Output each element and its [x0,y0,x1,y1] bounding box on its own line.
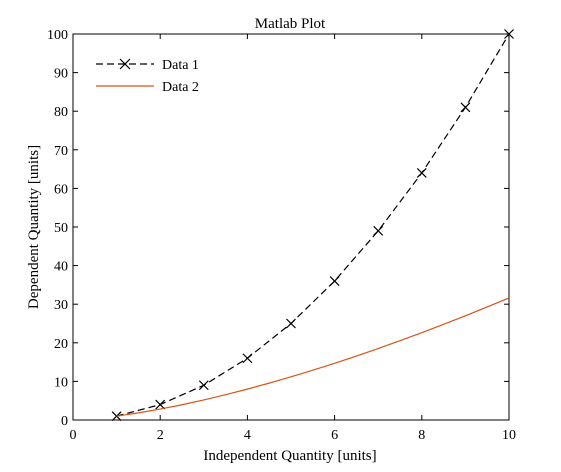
x-axis-label: Independent Quantity [units] [203,448,376,464]
x-tick-label: 0 [70,428,77,443]
series-line-1 [116,33,510,417]
y-tick-label: 70 [54,144,68,159]
y-tick-label: 100 [47,28,68,43]
data-point-marker [416,168,427,178]
y-axis-label: Dependent Quantity [units] [26,145,42,309]
y-tick-label: 40 [54,260,68,275]
data-point-marker [242,353,253,364]
plot-area [72,33,510,421]
legend-marker-data-1 [119,58,131,70]
y-tick-label: 60 [54,182,68,197]
legend-label-data-2: Data 2 [162,80,199,95]
y-tick-label: 80 [54,105,68,120]
legend: Data 1 Data 2 [96,58,199,95]
y-tick-label: 30 [54,298,68,313]
x-tick-label: 6 [331,428,338,443]
x-tick-label: 8 [418,428,425,443]
legend-label-data-1: Data 1 [162,58,199,73]
x-tick-label: 4 [244,428,251,443]
y-tick-label: 0 [61,414,68,429]
data-point-marker [373,225,384,236]
data-point-marker [198,380,209,391]
x-tick-label: 10 [502,428,516,443]
data-point-marker [286,318,296,329]
data-point-marker [155,399,166,410]
x-tick-label: 2 [157,428,164,443]
y-tick-label: 10 [54,375,68,390]
data-point-marker [504,29,514,39]
data-point-marker [329,276,340,286]
series-layer [111,29,514,422]
chart-title: Matlab Plot [255,16,326,32]
series-line-2 [116,297,510,417]
y-tick-label: 90 [54,67,68,82]
y-tick-label: 20 [54,337,68,352]
y-axis-ticks: 0 10 20 30 40 50 60 70 80 90 100 [47,28,509,429]
x-axis-ticks: 0 2 4 6 8 10 [70,34,516,443]
y-tick-label: 50 [54,221,68,236]
data-point-marker [460,102,471,113]
